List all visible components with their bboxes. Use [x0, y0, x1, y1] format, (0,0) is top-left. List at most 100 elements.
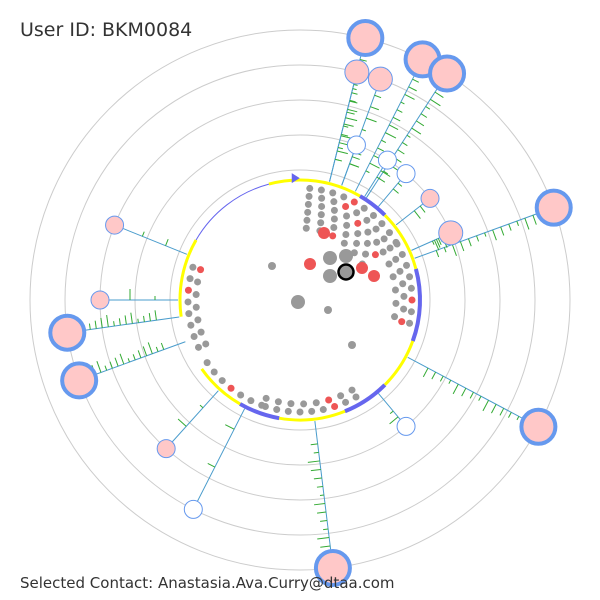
activity-tick — [347, 108, 358, 113]
contact-node[interactable] — [519, 407, 558, 446]
message-dot — [330, 215, 338, 223]
activity-tick — [419, 205, 426, 213]
activity-tick — [499, 408, 505, 416]
contact-node[interactable] — [156, 439, 176, 459]
activity-tick — [420, 113, 428, 118]
activity-tick — [411, 127, 422, 135]
contact-node[interactable] — [346, 135, 366, 155]
message-dot — [362, 250, 370, 258]
message-dot — [262, 394, 270, 402]
activity-tick — [154, 310, 157, 321]
activity-tick — [388, 124, 399, 130]
activity-tick — [416, 120, 425, 127]
contact-node[interactable] — [420, 188, 440, 208]
activity-tick — [127, 358, 130, 363]
activity-tick — [320, 519, 328, 522]
message-dot — [306, 184, 314, 192]
inner-arc-8 — [200, 367, 241, 406]
activity-tick — [104, 365, 108, 371]
activity-tick — [320, 545, 331, 548]
contact-node[interactable] — [105, 215, 125, 235]
activity-tick — [353, 83, 358, 86]
activity-tick — [130, 312, 133, 324]
activity-tick — [508, 412, 512, 418]
message-dot — [300, 400, 308, 408]
center-dot — [356, 262, 368, 274]
inner-time-arcs — [178, 173, 422, 422]
activity-tick — [381, 139, 387, 143]
contact-node[interactable] — [377, 150, 397, 170]
message-dot — [258, 401, 266, 409]
contact-node[interactable] — [367, 66, 393, 92]
message-dot — [392, 299, 400, 307]
inner-arc-2 — [383, 214, 418, 270]
activity-tick — [310, 468, 321, 472]
message-dot — [218, 377, 226, 385]
activity-tick — [314, 502, 326, 506]
activity-tick — [413, 210, 421, 219]
message-dot — [197, 328, 205, 336]
activity-tick — [316, 485, 323, 488]
message-dot — [342, 230, 350, 238]
message-dot — [184, 286, 192, 294]
activity-tick — [476, 235, 480, 242]
message-dot — [352, 393, 360, 401]
activity-tick — [524, 217, 530, 230]
activity-tick — [352, 88, 357, 91]
activity-tick — [443, 247, 447, 253]
center-dot — [323, 269, 337, 283]
message-dot — [302, 224, 310, 232]
contact-node[interactable] — [313, 548, 352, 587]
activity-tick — [484, 232, 487, 237]
activity-tick — [425, 106, 431, 110]
contact-node[interactable] — [396, 416, 416, 436]
contact-node[interactable] — [183, 499, 203, 519]
message-dot — [407, 308, 415, 316]
message-dot — [353, 209, 361, 217]
inner-arc-7 — [239, 402, 280, 421]
message-dot — [371, 251, 379, 259]
message-dot — [340, 239, 348, 247]
contact-node[interactable] — [344, 59, 370, 85]
activity-tick — [380, 170, 391, 177]
contact-node[interactable] — [90, 290, 110, 310]
contact-node[interactable] — [346, 19, 385, 58]
message-dot — [393, 240, 401, 248]
message-dot — [194, 278, 202, 286]
activity-tick — [369, 162, 380, 169]
activity-tick — [482, 400, 490, 412]
activity-tick — [437, 238, 442, 246]
activity-tick — [376, 176, 381, 180]
activity-tick — [345, 117, 358, 122]
activity-tick — [392, 188, 399, 194]
contact-node[interactable] — [438, 220, 464, 246]
center-dot — [339, 249, 353, 263]
message-dot — [385, 229, 393, 237]
message-dot — [197, 266, 205, 274]
activity-tick — [155, 346, 159, 352]
message-dot — [354, 219, 362, 227]
activity-tick — [141, 231, 145, 237]
activity-tick — [142, 346, 148, 356]
activity-tick — [492, 229, 497, 241]
message-dot — [187, 321, 195, 329]
message-dot — [308, 407, 316, 415]
activity-tick — [118, 318, 121, 326]
contact-node[interactable] — [60, 361, 99, 400]
contact-node[interactable] — [396, 164, 416, 184]
message-dot — [189, 263, 197, 271]
activity-tick — [94, 320, 97, 329]
ring-4 — [64, 64, 536, 536]
activity-tick — [430, 98, 441, 107]
message-dot — [363, 216, 371, 224]
contact-node[interactable] — [534, 188, 573, 227]
contact-nodes — [48, 19, 573, 587]
message-dot — [287, 400, 295, 408]
message-dot — [185, 310, 193, 318]
contact-node[interactable] — [48, 313, 87, 352]
contact-node[interactable] — [428, 54, 467, 93]
selected-contact-node[interactable] — [337, 263, 355, 281]
activity-tick — [377, 147, 384, 152]
activity-tick — [385, 132, 397, 139]
activity-tick — [491, 404, 497, 414]
